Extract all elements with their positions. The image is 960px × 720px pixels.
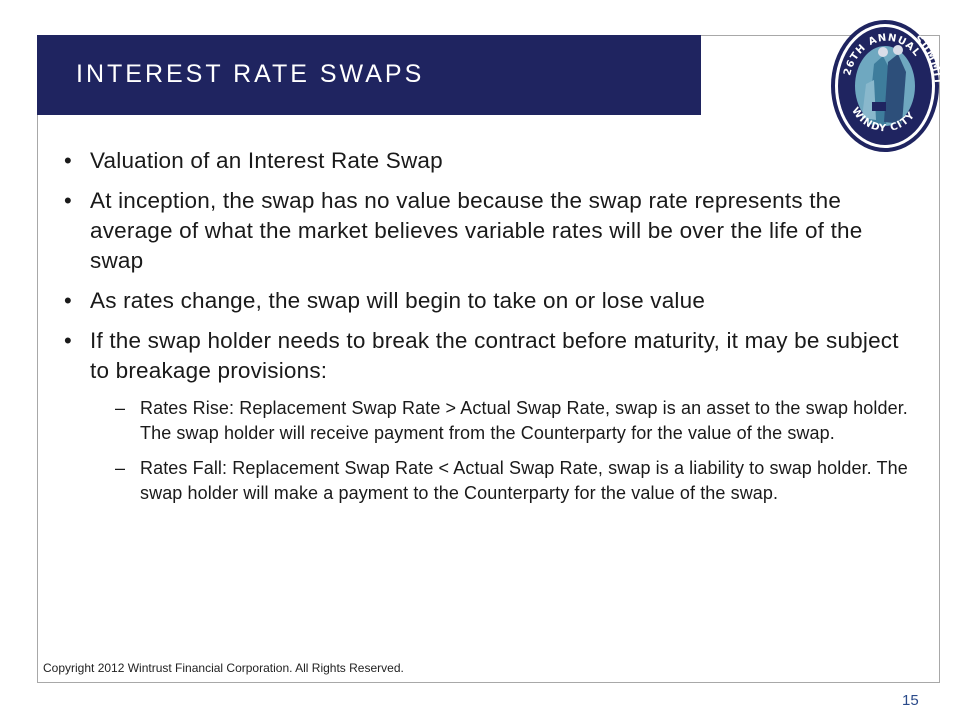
bullet-marker: • [64, 288, 72, 313]
bullet-text: If the swap holder needs to break the co… [90, 328, 899, 383]
slide-title: INTEREST RATE SWAPS [76, 60, 425, 88]
bullet-marker: • [64, 148, 72, 173]
sub-bullet-text: Rates Fall: Replacement Swap Rate < Actu… [140, 458, 908, 503]
bullet-item: • As rates change, the swap will begin t… [60, 286, 920, 316]
bullet-item: • Valuation of an Interest Rate Swap [60, 146, 920, 176]
sub-bullet-marker: – [115, 458, 126, 478]
sub-bullet-text: Rates Rise: Replacement Swap Rate > Actu… [140, 398, 908, 443]
bullet-marker: • [64, 188, 72, 213]
slide-content: • Valuation of an Interest Rate Swap • A… [60, 146, 920, 516]
bullet-marker: • [64, 328, 72, 353]
sub-bullet-item: – Rates Rise: Replacement Swap Rate > Ac… [60, 396, 920, 446]
sub-bullet-marker: – [115, 398, 126, 418]
sub-bullet-item: – Rates Fall: Replacement Swap Rate < Ac… [60, 456, 920, 506]
bullet-text: As rates change, the swap will begin to … [90, 288, 706, 313]
bullet-text: Valuation of an Interest Rate Swap [90, 148, 443, 173]
title-bar [37, 35, 701, 115]
bullet-item: • At inception, the swap has no value be… [60, 186, 920, 276]
bullet-item: • If the swap holder needs to break the … [60, 326, 920, 386]
copyright-notice: Copyright 2012 Wintrust Financial Corpor… [43, 661, 404, 675]
bullet-text: At inception, the swap has no value beca… [90, 188, 863, 273]
summit-logo-icon: 26TH ANNUAL SUMMIT WINDY CITY [831, 20, 942, 152]
page-number: 15 [902, 692, 919, 709]
